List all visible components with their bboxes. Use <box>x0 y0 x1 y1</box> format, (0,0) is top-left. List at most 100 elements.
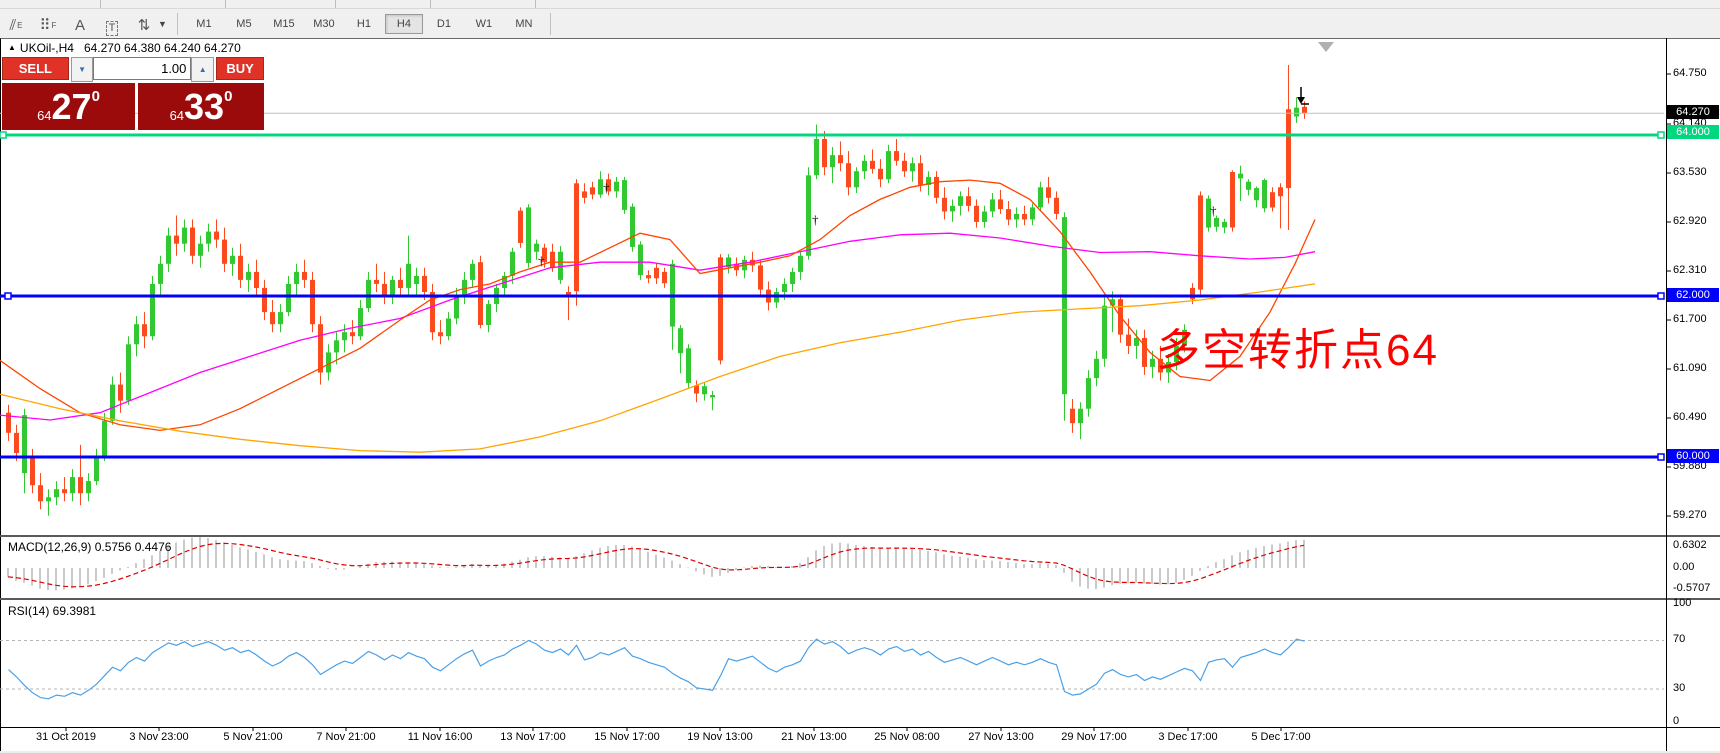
candle-body <box>1158 358 1163 373</box>
candle-body <box>478 262 483 325</box>
fibo-grid-icon[interactable]: ⠿ F <box>39 16 57 34</box>
rsi-pane-separator[interactable] <box>0 598 1720 600</box>
candle-body <box>470 263 475 280</box>
macd-pane-separator[interactable] <box>0 535 1720 537</box>
candle-body <box>62 489 67 494</box>
candle-body <box>102 420 107 457</box>
volume-decrease-button[interactable]: ▼ <box>70 57 94 82</box>
timeframe-m1-button[interactable]: M1 <box>196 17 212 30</box>
candle-body <box>998 199 1003 210</box>
volume-input[interactable] <box>93 57 192 80</box>
time-tick: 27 Nov 13:00 <box>968 731 1034 743</box>
candle-body <box>214 231 219 240</box>
candle-body <box>430 292 435 333</box>
collapse-marker-icon[interactable]: ▲ <box>8 43 16 52</box>
candle-body <box>974 205 979 222</box>
time-tick: 31 Oct 2019 <box>36 731 96 743</box>
candle-body <box>1302 106 1307 114</box>
candle-body <box>686 348 691 383</box>
ma-orange-line <box>0 283 1316 453</box>
macd-axis-tick: -0.5707 <box>1673 582 1711 594</box>
candle-body <box>790 271 795 284</box>
candle-body <box>1254 188 1259 201</box>
candle-body <box>1182 329 1187 346</box>
price-tick: 59.270 <box>1673 509 1707 521</box>
candle-body <box>526 207 531 263</box>
candle-body <box>126 344 131 401</box>
candle-body <box>1014 213 1019 220</box>
timeframe-h1-button[interactable]: H1 <box>356 17 371 30</box>
candle-body <box>1206 198 1211 228</box>
candle-body <box>222 239 227 264</box>
line-handle <box>4 292 12 300</box>
one-click-trading-widget: SELL ▼ ▲ BUY 64 27 0 64 33 0 <box>2 57 264 130</box>
price-tick: 60.490 <box>1673 411 1707 423</box>
rsi-label: RSI(14) 69.3981 <box>8 604 97 618</box>
candle-body <box>622 180 627 210</box>
toolbar-cut-separator <box>430 0 431 8</box>
timeframe-h4-button[interactable]: H4 <box>384 13 423 34</box>
rsi-axis-tick: 30 <box>1673 682 1686 694</box>
macd-axis-tick: 0.00 <box>1673 561 1695 573</box>
candle-body <box>246 271 251 280</box>
time-axis-line <box>0 727 1720 728</box>
text-tool-icon[interactable]: A <box>74 16 85 34</box>
candle-body <box>454 296 459 319</box>
candle-body <box>318 324 323 373</box>
candle-body <box>270 312 275 325</box>
timeframe-m5-button[interactable]: M5 <box>236 17 252 30</box>
candle-body <box>542 247 547 263</box>
buy-price-display[interactable]: 64 33 0 <box>138 83 264 130</box>
timeframe-w1-button[interactable]: W1 <box>475 17 493 30</box>
candle-body <box>982 211 987 222</box>
object-marker-icon: † <box>603 180 610 195</box>
symbol-period: UKOil-,H4 <box>19 41 74 55</box>
sell-price-sup: 0 <box>91 88 100 105</box>
timeframe-d1-button[interactable]: D1 <box>436 17 451 30</box>
volume-increase-button[interactable]: ▲ <box>191 57 215 82</box>
candle-body <box>1190 287 1195 300</box>
timeframe-m30-button[interactable]: M30 <box>313 17 335 30</box>
sell-price-display[interactable]: 64 27 0 <box>2 83 135 130</box>
sell-button[interactable]: SELL <box>2 57 69 80</box>
arrows-dropdown-caret-icon[interactable]: ▼ <box>158 18 167 29</box>
candle-body <box>86 481 91 494</box>
macd-label: MACD(12,26,9) 0.5756 0.4476 <box>8 540 172 554</box>
buy-price-sup: 0 <box>224 88 233 105</box>
timeframe-m15-button[interactable]: M15 <box>273 17 295 30</box>
line-handle <box>1657 131 1665 139</box>
candle-body <box>662 271 667 284</box>
text-label-icon[interactable]: T <box>99 12 125 36</box>
buy-button[interactable]: BUY <box>216 57 264 80</box>
candle-body <box>614 181 619 192</box>
candle-body <box>1294 107 1299 117</box>
rsi-axis-tick: 70 <box>1673 633 1686 645</box>
candle-body <box>1150 358 1155 367</box>
candle-body <box>1214 217 1219 227</box>
equidistant-channel-icon[interactable]: ⫽ E <box>9 16 23 34</box>
candle-body <box>1078 408 1083 424</box>
candle-body <box>334 340 339 353</box>
candle-body <box>1278 187 1283 197</box>
candle-body <box>382 283 387 296</box>
candle-body <box>414 275 419 284</box>
buy-price-small: 64 <box>169 108 185 123</box>
price-tick: 64.750 <box>1673 67 1707 79</box>
arrows-tool-icon[interactable]: ⇅ <box>137 16 151 34</box>
timeframe-mn-button[interactable]: MN <box>515 17 533 30</box>
time-tick: 11 Nov 16:00 <box>407 731 473 743</box>
candle-body <box>198 243 203 256</box>
candle-body <box>406 263 411 288</box>
candle-body <box>838 155 843 164</box>
candle-body <box>758 265 763 290</box>
toolbar-cut-separator <box>535 0 536 8</box>
candle-body <box>1126 334 1131 346</box>
candle-body <box>1270 192 1275 208</box>
cursor-icon <box>1297 97 1305 104</box>
time-tick: 25 Nov 08:00 <box>874 731 940 743</box>
candle-body <box>950 205 955 212</box>
macd-axis-tick: 0.6302 <box>1673 539 1707 551</box>
candle-body <box>630 206 635 247</box>
